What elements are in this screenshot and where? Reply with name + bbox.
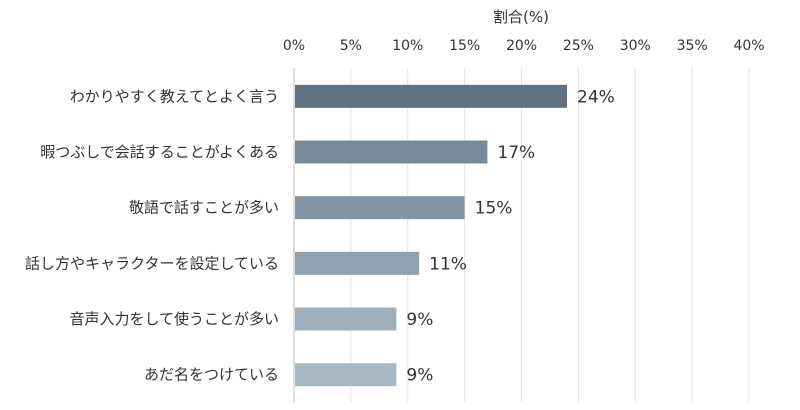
category-label: 敬語で話すことが多い <box>129 199 279 217</box>
x-tick-label: 40% <box>733 38 764 54</box>
x-tick-label: 0% <box>283 38 305 54</box>
x-tick-label: 10% <box>392 38 423 54</box>
category-label: 暇つぶしで会話することがよくある <box>40 143 279 161</box>
data-label: 17% <box>497 143 535 163</box>
bar <box>295 363 397 387</box>
data-label: 11% <box>429 254 467 274</box>
x-tick-label: 20% <box>506 38 537 54</box>
category-label: あだ名をつけている <box>144 366 279 384</box>
bars: わかりやすく教えてとよく言う 24% 暇つぶしで会話することがよくある 17% 敬語で話… <box>25 84 615 387</box>
data-label: 24% <box>577 87 615 107</box>
x-tick-label: 35% <box>677 38 708 54</box>
bar <box>295 251 420 275</box>
bar <box>295 140 488 164</box>
category-label: わかりやすく教えてとよく言う <box>70 87 279 105</box>
x-tick-label: 25% <box>563 38 594 54</box>
data-label: 9% <box>406 310 433 330</box>
category-label: 話し方やキャラクターを設定している <box>25 254 279 272</box>
data-label: 15% <box>475 199 513 219</box>
bar <box>295 307 397 331</box>
category-label: 音声入力をして使うことが多い <box>69 310 279 328</box>
data-label: 9% <box>406 366 433 386</box>
x-axis-title: 割合(%) <box>493 8 549 26</box>
x-tick-label: 30% <box>620 38 651 54</box>
bar <box>295 196 465 220</box>
x-tick-label: 5% <box>340 38 362 54</box>
bar <box>295 84 567 108</box>
x-axis-ticks: 0% 5% 10% 15% 20% 25% 30% 35% 40% <box>283 38 765 54</box>
grid-lines <box>293 68 750 402</box>
x-tick-label: 15% <box>449 38 480 54</box>
